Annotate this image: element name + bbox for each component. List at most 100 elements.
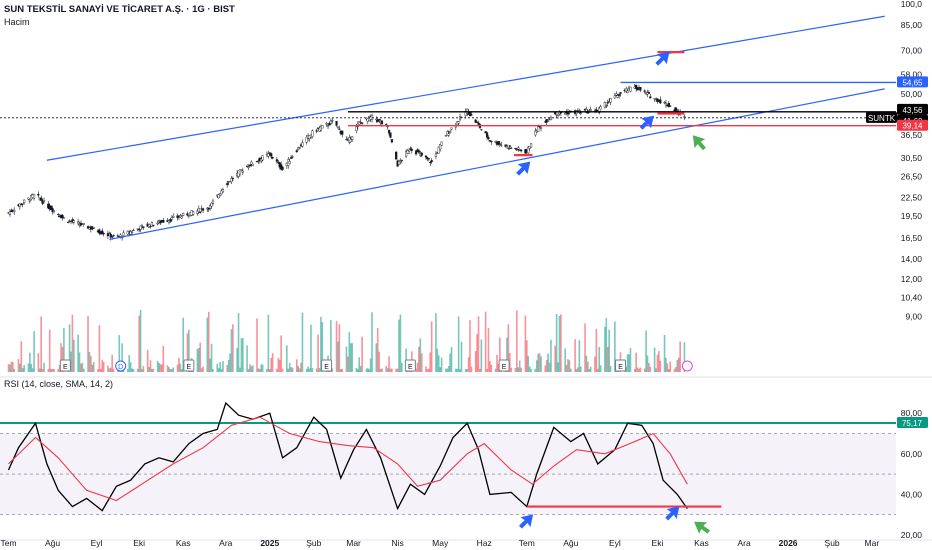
candle-body (156, 222, 159, 225)
volume-bar (21, 368, 24, 372)
volume-bar (136, 368, 139, 372)
volume-bar (558, 315, 561, 372)
volume-bar (516, 310, 518, 372)
volume-bar (210, 343, 213, 372)
volume-bar (490, 364, 493, 372)
volume-bar (537, 353, 539, 372)
volume-bar (171, 368, 173, 372)
volume-bar (534, 368, 537, 372)
volume-bar (100, 368, 102, 372)
volume-bar (260, 364, 263, 372)
price-tick-label: 26,50 (901, 171, 923, 181)
candle-body (13, 209, 16, 213)
volume-bar (614, 321, 616, 372)
candle-body (430, 160, 433, 163)
volume-bar (23, 365, 25, 372)
volume-bar (321, 322, 324, 372)
volume-bar (141, 368, 143, 372)
volume-bar (547, 353, 549, 372)
volume-bar (499, 337, 501, 372)
volume-bar (577, 367, 579, 372)
volume-bar (665, 357, 667, 372)
volume-bar (301, 312, 304, 372)
volume-bar (202, 366, 204, 372)
volume-bar (50, 368, 52, 372)
candle-body (528, 146, 531, 149)
earnings-marker-label: E (63, 364, 68, 371)
volume-bar (517, 367, 520, 372)
volume-bar (70, 351, 72, 372)
candle-body (349, 139, 352, 143)
candle-body (636, 87, 639, 91)
time-tick-label: Ara (219, 538, 233, 548)
volume-bar (385, 366, 388, 372)
candle-body (41, 200, 44, 204)
volume-bar (341, 368, 344, 372)
volume-bar (484, 311, 487, 372)
volume-bar (643, 368, 646, 372)
candle-body (231, 178, 234, 180)
candle-body (440, 141, 443, 146)
arrow-icon (519, 514, 534, 529)
news-marker (681, 360, 693, 372)
candle-body (358, 121, 361, 125)
candle-body (57, 213, 60, 215)
candle-body (201, 208, 205, 211)
volume-bar (179, 363, 182, 372)
candle-body (240, 169, 243, 171)
volume-bar (68, 324, 71, 372)
rsi-badge-label: 75,17 (902, 419, 923, 428)
candle-body (140, 225, 144, 227)
candle-body (169, 219, 172, 222)
volume-bar (420, 353, 423, 372)
volume-bar (666, 363, 669, 372)
volume-bar (151, 368, 153, 372)
volume-bar (118, 335, 121, 372)
candle-body (270, 153, 273, 157)
volume-bar (109, 367, 112, 372)
volume-bar (574, 339, 576, 372)
volume-bar (250, 366, 253, 372)
candle-body (450, 127, 453, 130)
volume-bar (91, 364, 94, 372)
candle-body (647, 92, 651, 94)
volume-bar (683, 342, 686, 372)
earnings-marker (498, 359, 510, 372)
time-tick-label: Eki (652, 538, 664, 548)
volume-bar (605, 318, 608, 372)
volume-bar (178, 357, 180, 372)
candle-body (305, 136, 308, 143)
price-tick-label: 58,00 (901, 70, 923, 80)
volume-bar (98, 325, 101, 372)
time-tick-label: Ağu (45, 538, 60, 548)
volume-bar (138, 315, 140, 372)
candle-body (605, 105, 608, 107)
candle-body (159, 220, 162, 224)
volume-bar (391, 368, 393, 372)
volume-bar (121, 343, 123, 372)
candle-body (649, 96, 652, 99)
candle-body (101, 230, 104, 235)
volume-bar (261, 364, 264, 372)
candle-body (336, 126, 340, 128)
volume-bar (628, 354, 630, 372)
channel-lower-line (109, 88, 885, 241)
candle-body (218, 193, 222, 197)
volume-bar (375, 343, 378, 372)
volume-bar (584, 323, 586, 372)
volume-bar (288, 362, 291, 372)
candle-body (261, 155, 264, 161)
time-tick-label: Kas (176, 538, 191, 548)
candle-body (527, 146, 530, 154)
earnings-marker (183, 359, 195, 372)
arrow-icon (692, 135, 706, 151)
volume-bar (126, 368, 129, 372)
volume-bar (320, 316, 322, 372)
candle-body (676, 110, 679, 112)
volume-bar (247, 369, 250, 372)
volume-bar (526, 340, 528, 372)
volume-bar (51, 368, 54, 372)
candle-body (23, 199, 26, 203)
volume-bar (345, 346, 348, 372)
